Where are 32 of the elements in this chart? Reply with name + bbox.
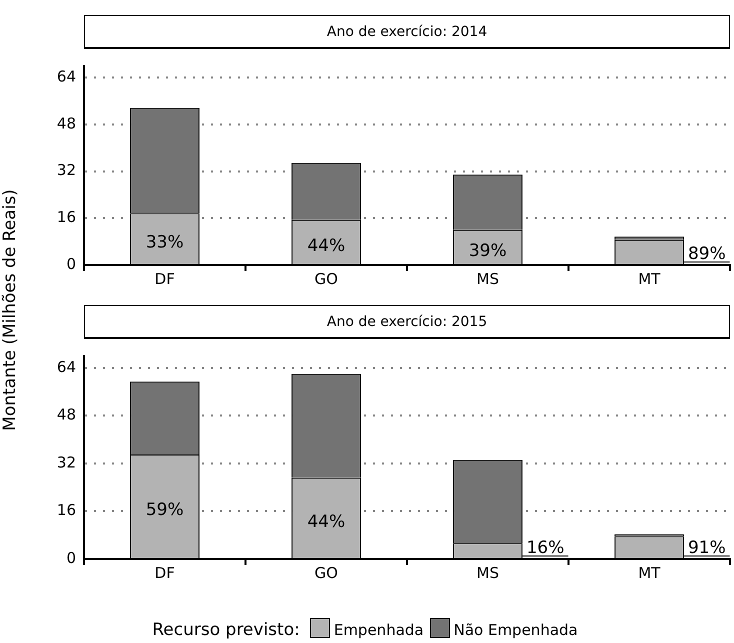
annotation: 44% xyxy=(307,236,346,256)
x-tick-label: MS xyxy=(476,564,499,582)
annotation: 39% xyxy=(468,240,507,261)
x-tick-label: DF xyxy=(154,564,175,582)
annotation: 33% xyxy=(146,232,184,253)
y-tick-label: 48 xyxy=(56,406,76,424)
y-tick-label: 64 xyxy=(56,68,76,86)
x-tick-label: MT xyxy=(638,270,662,288)
chart-title: Ano de exercício: 2014 xyxy=(84,15,730,49)
y-tick-label: 16 xyxy=(56,501,76,520)
legend-label: Não Empenhada xyxy=(452,621,578,639)
legend-title: Recurso previsto: xyxy=(152,620,300,640)
y-tick-label: 64 xyxy=(56,358,76,376)
y-axis-title: Montante (Milhões de Reais) xyxy=(0,188,20,433)
x-tick-label: DF xyxy=(154,270,175,288)
annotation: 44% xyxy=(307,512,346,532)
legend-label: Empenhada xyxy=(332,621,424,639)
y-tick-label: 0 xyxy=(66,254,76,273)
x-tick-label: GO xyxy=(314,270,338,288)
y-tick-label: 32 xyxy=(56,453,76,472)
chart-title: Ano de exercício: 2015 xyxy=(84,305,730,339)
y-tick-label: 48 xyxy=(56,114,76,132)
y-tick-label: 32 xyxy=(56,161,76,180)
x-tick-label: GO xyxy=(314,564,338,582)
x-tick-label: MS xyxy=(476,270,499,288)
annotation: 59% xyxy=(146,500,184,520)
y-tick-label: 0 xyxy=(66,548,76,567)
annotation: 91% xyxy=(688,538,726,558)
y-tick-label: 16 xyxy=(56,208,76,226)
annotation: 16% xyxy=(526,538,564,558)
annotation: 89% xyxy=(688,244,726,264)
x-tick-label: MT xyxy=(638,564,662,582)
